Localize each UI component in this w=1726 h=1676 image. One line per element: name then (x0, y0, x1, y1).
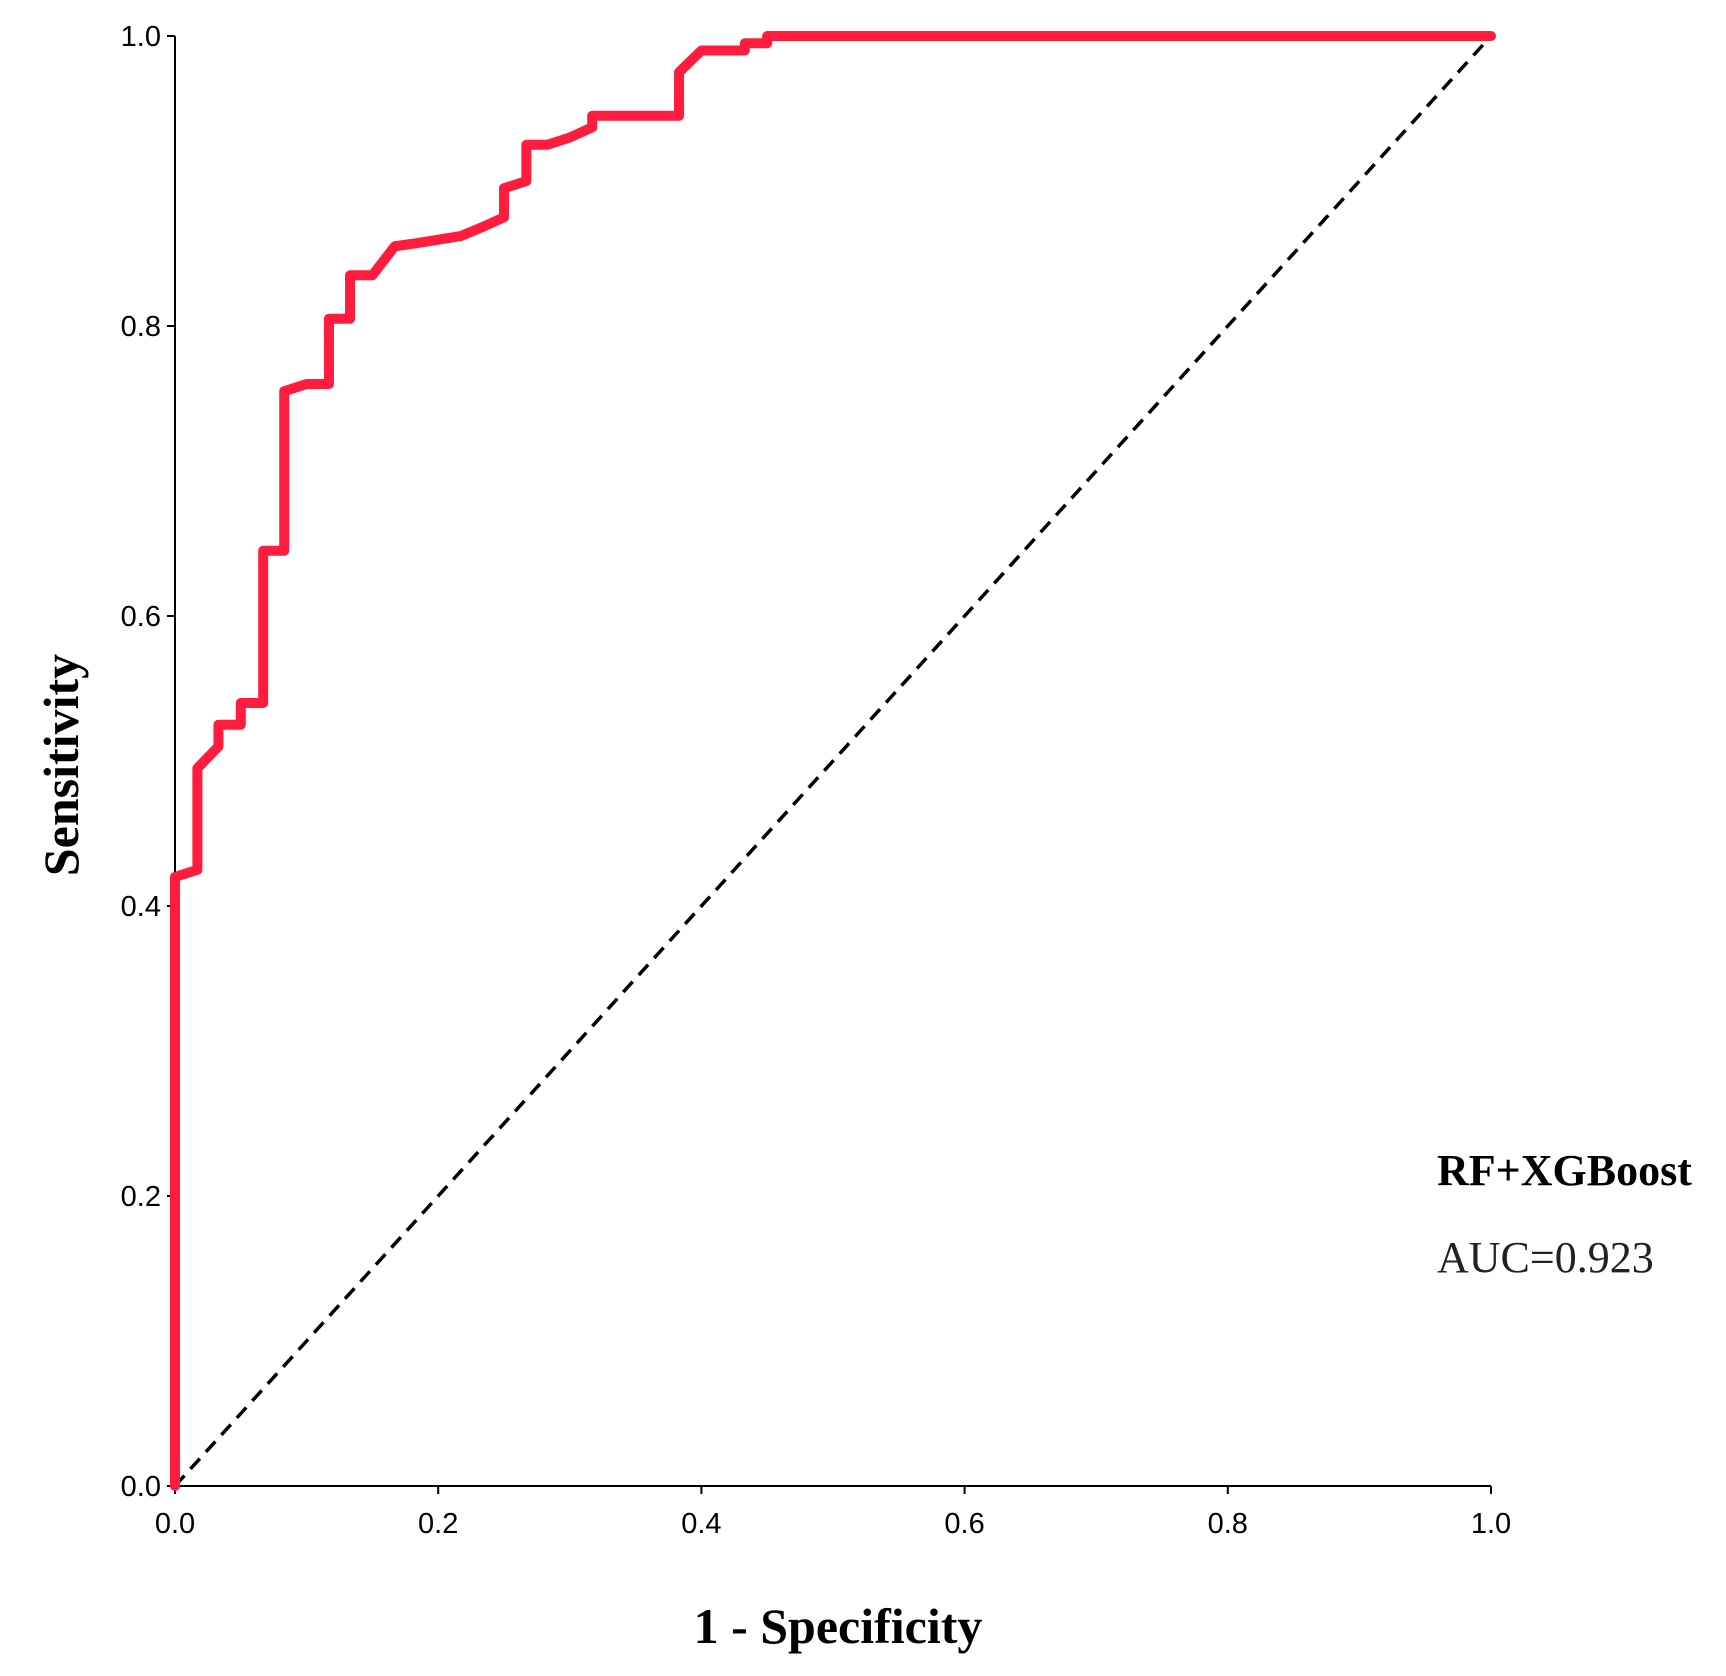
y-tick-label: 0.8 (121, 311, 161, 343)
y-tick-label: 1.0 (121, 21, 161, 53)
x-tick-label: 0.2 (418, 1508, 458, 1540)
x-tick-label: 0.4 (681, 1508, 721, 1540)
y-tick-label: 0.0 (121, 1471, 161, 1503)
x-axis-title: 1 - Specificity (694, 1598, 983, 1654)
roc-curve-line (170, 31, 1496, 1491)
x-tick-label: 0.8 (1208, 1508, 1248, 1540)
y-tick-label: 0.6 (121, 601, 161, 633)
reference-diagonal-line (173, 34, 1493, 1488)
series-group (170, 31, 1496, 1491)
x-tick-label: 0.0 (155, 1508, 195, 1540)
legend-auc-label: AUC=0.923 (1437, 1233, 1654, 1282)
y-tick-label: 0.4 (121, 891, 161, 923)
y-axis-title: Sensitivity (33, 654, 89, 876)
x-tick-label: 0.6 (944, 1508, 984, 1540)
y-tick-label: 0.2 (121, 1181, 161, 1213)
legend-series-name: RF+XGBoost (1437, 1146, 1692, 1195)
x-tick-label: 1.0 (1471, 1508, 1511, 1540)
tick-group: 0.0 0.2 0.4 0.6 0.8 1.0 0.0 0.2 0.4 0.6 0.8 1.0 (121, 21, 1511, 1540)
